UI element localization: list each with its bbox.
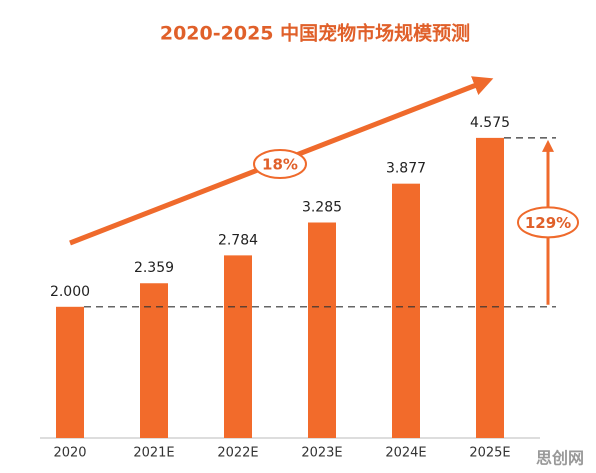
x-tick-label: 2022E	[217, 446, 258, 461]
watermark: 思创网	[536, 449, 584, 468]
annotation-bubble	[517, 206, 579, 239]
value-label: 3.877	[386, 161, 426, 177]
value-label: 2.359	[134, 260, 174, 276]
x-tick-label: 2025E	[469, 446, 510, 461]
x-tick-label: 2024E	[385, 446, 426, 461]
x-tick-label: 2021E	[133, 446, 174, 461]
bar	[56, 306, 84, 438]
x-tick-label: 2020	[53, 446, 86, 461]
bar	[224, 255, 252, 438]
value-label: 4.575	[470, 115, 510, 131]
annotation: 18%	[262, 156, 298, 174]
annotation-bubble	[253, 149, 307, 179]
bar	[308, 222, 336, 438]
bar	[476, 137, 504, 438]
x-tick-label: 2023E	[301, 446, 342, 461]
chart-title: 2020-2025 中国宠物市场规模预测	[160, 22, 470, 45]
bar	[140, 283, 168, 438]
value-label: 2.784	[218, 232, 258, 248]
value-label: 2.000	[50, 284, 90, 300]
value-label: 3.285	[302, 200, 342, 216]
bar	[392, 183, 420, 438]
annotation: 129%	[525, 214, 571, 232]
